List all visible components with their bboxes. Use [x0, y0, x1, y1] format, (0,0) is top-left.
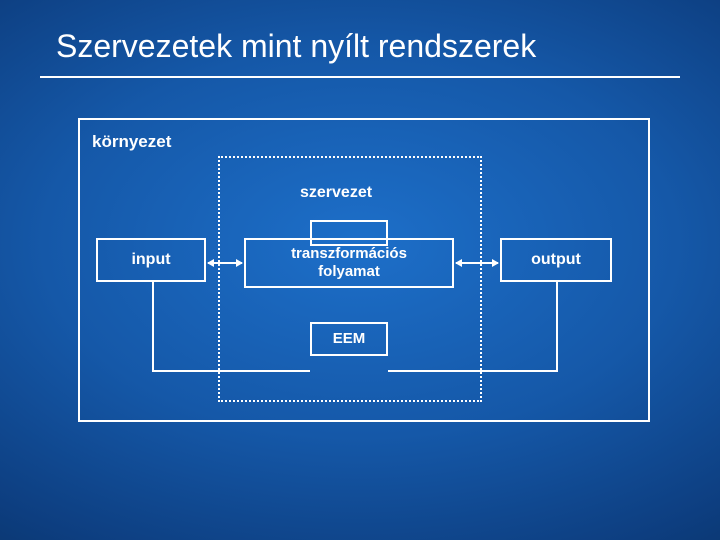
- title-underline: [40, 76, 680, 78]
- transform-label: transzformációs folyamat: [291, 245, 407, 281]
- eem-node: EEM: [310, 322, 388, 356]
- feedback-left-vertical: [152, 282, 154, 370]
- arrow-transform-output: [456, 262, 498, 264]
- input-label: input: [131, 250, 170, 269]
- slide-title: Szervezetek mint nyílt rendszerek: [56, 28, 536, 65]
- feedback-right-vertical: [556, 282, 558, 370]
- environment-label: környezet: [92, 132, 171, 152]
- feedback-right-horizontal: [388, 370, 558, 372]
- output-label: output: [531, 250, 581, 269]
- transform-node: transzformációs folyamat: [244, 238, 454, 288]
- output-node: output: [500, 238, 612, 282]
- input-node: input: [96, 238, 206, 282]
- organization-label: szervezet: [300, 184, 372, 202]
- eem-label: EEM: [333, 330, 366, 348]
- feedback-left-horizontal: [152, 370, 310, 372]
- arrow-input-transform: [208, 262, 242, 264]
